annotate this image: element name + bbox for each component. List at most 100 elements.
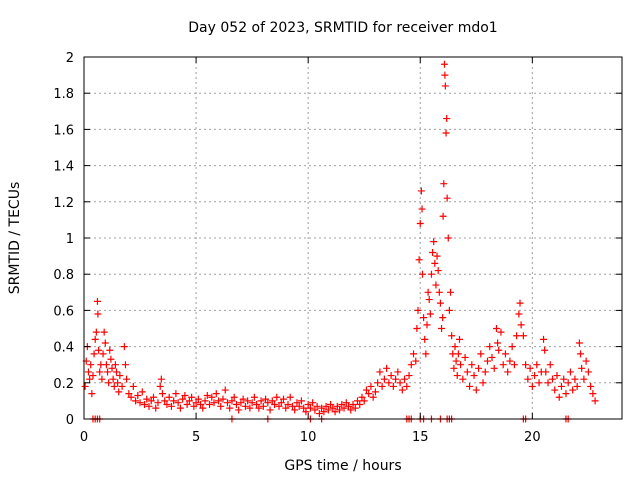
- data-point: [358, 393, 366, 401]
- data-point: [174, 399, 182, 407]
- data-point: [92, 328, 100, 336]
- data-point: [439, 314, 447, 322]
- data-point: [501, 350, 509, 358]
- data-point: [315, 410, 323, 418]
- data-point: [401, 375, 409, 383]
- data-point: [172, 390, 180, 398]
- data-point: [217, 402, 225, 410]
- data-point: [365, 390, 373, 398]
- data-point: [392, 375, 400, 383]
- data-point: [165, 393, 173, 401]
- data-point: [495, 346, 503, 354]
- data-point: [181, 391, 189, 399]
- data-point: [291, 406, 299, 414]
- x-tick-label: 20: [524, 430, 541, 445]
- data-point: [522, 361, 530, 369]
- data-point: [389, 382, 397, 390]
- data-point: [405, 372, 413, 380]
- data-points: [81, 60, 599, 423]
- data-point: [152, 404, 160, 412]
- data-point: [443, 115, 451, 123]
- data-point: [466, 382, 474, 390]
- data-point: [318, 404, 326, 412]
- data-point: [127, 393, 135, 401]
- data-point: [167, 402, 175, 410]
- data-point: [441, 71, 449, 79]
- y-tick-label: 0: [66, 413, 74, 428]
- data-point: [157, 375, 165, 383]
- data-point: [436, 299, 444, 307]
- y-tick-label: 0.6: [53, 304, 74, 319]
- data-point: [429, 248, 437, 256]
- data-point: [494, 339, 502, 347]
- data-point: [345, 402, 353, 410]
- data-point: [262, 395, 270, 403]
- data-point: [403, 382, 411, 390]
- data-point: [374, 379, 382, 387]
- data-point: [116, 372, 124, 380]
- data-point: [199, 404, 207, 412]
- data-point: [569, 386, 577, 394]
- data-point: [96, 368, 104, 376]
- data-point: [138, 388, 146, 396]
- data-point: [488, 353, 496, 361]
- data-point: [440, 60, 448, 68]
- data-point: [99, 350, 107, 358]
- data-point: [104, 368, 112, 376]
- data-point: [313, 402, 321, 410]
- data-point: [582, 357, 590, 365]
- data-point: [179, 395, 187, 403]
- data-point: [203, 391, 211, 399]
- data-point: [551, 386, 559, 394]
- data-point: [519, 332, 527, 340]
- data-point: [407, 361, 415, 369]
- data-point: [244, 397, 252, 405]
- data-point: [338, 401, 346, 409]
- data-point: [145, 402, 153, 410]
- data-point: [87, 361, 95, 369]
- data-point: [197, 401, 205, 409]
- data-point: [398, 386, 406, 394]
- data-point: [237, 399, 245, 407]
- data-point: [492, 325, 500, 332]
- data-point: [564, 379, 572, 387]
- data-point: [219, 395, 227, 403]
- data-point: [235, 406, 243, 414]
- data-point: [347, 406, 355, 414]
- data-point: [93, 297, 101, 305]
- data-point: [250, 393, 258, 401]
- data-point: [132, 397, 140, 405]
- y-axis-label: SRMTID / TECUs: [7, 182, 23, 295]
- data-point: [453, 372, 461, 380]
- data-point: [306, 404, 314, 412]
- data-point: [587, 382, 595, 390]
- grid: [84, 57, 622, 419]
- y-tick-label: 2: [66, 51, 74, 66]
- data-point: [268, 397, 276, 405]
- data-point: [356, 401, 364, 409]
- y-tick-label: 1.8: [53, 87, 74, 102]
- data-point: [201, 397, 209, 405]
- data-point: [394, 368, 402, 376]
- data-point: [426, 310, 434, 318]
- data-point: [367, 382, 375, 390]
- data-point: [481, 368, 489, 376]
- data-point: [333, 402, 341, 410]
- data-point: [215, 397, 222, 405]
- data-point: [190, 402, 198, 410]
- data-point: [546, 361, 554, 369]
- data-point: [443, 194, 451, 202]
- data-point: [120, 343, 128, 351]
- data-point: [510, 361, 518, 369]
- data-point: [369, 393, 377, 401]
- data-point: [246, 404, 254, 412]
- data-point: [340, 404, 348, 412]
- data-point: [336, 406, 344, 414]
- data-point: [94, 310, 102, 318]
- data-point: [577, 350, 585, 358]
- data-point: [293, 399, 301, 407]
- y-tick-label: 1.6: [53, 123, 74, 138]
- data-point: [106, 346, 114, 354]
- data-point: [450, 364, 458, 372]
- data-point: [286, 393, 294, 401]
